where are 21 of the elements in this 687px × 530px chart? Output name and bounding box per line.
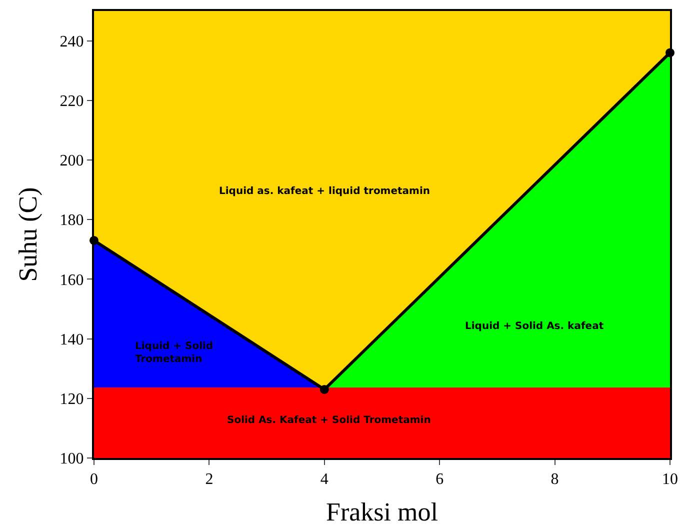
y-tick-label: 240: [60, 33, 84, 50]
annotation: Liquid + Solid Trometamin: [135, 341, 214, 365]
x-tick-label: 0: [90, 471, 98, 488]
y-tick-label: 200: [60, 152, 84, 170]
x-tick-label: 10: [662, 471, 678, 488]
x-tick-label: 6: [436, 471, 444, 488]
y-tick-label: 160: [60, 272, 84, 289]
y-tick-label: 100: [60, 450, 84, 468]
x-tick-label: 2: [205, 471, 214, 488]
y-tick-label: 220: [60, 93, 84, 110]
x-axis-title: Fraksi mol: [326, 497, 438, 526]
y-tick-label: 180: [60, 212, 84, 230]
x-tick-label: 8: [550, 471, 559, 488]
point: [320, 384, 329, 394]
annotation: Liquid as. kafeat + liquid trometamin: [219, 186, 430, 197]
annotation: Liquid + Solid As. kafeat: [465, 321, 604, 332]
y-tick-label: 120: [60, 391, 84, 408]
annotation: Solid As. Kafeat + Solid Trometamin: [227, 415, 431, 426]
y-tick-label: 140: [60, 331, 84, 348]
x-tick-label: 4: [320, 471, 328, 488]
y-axis-title: Suhu (C): [14, 187, 43, 282]
